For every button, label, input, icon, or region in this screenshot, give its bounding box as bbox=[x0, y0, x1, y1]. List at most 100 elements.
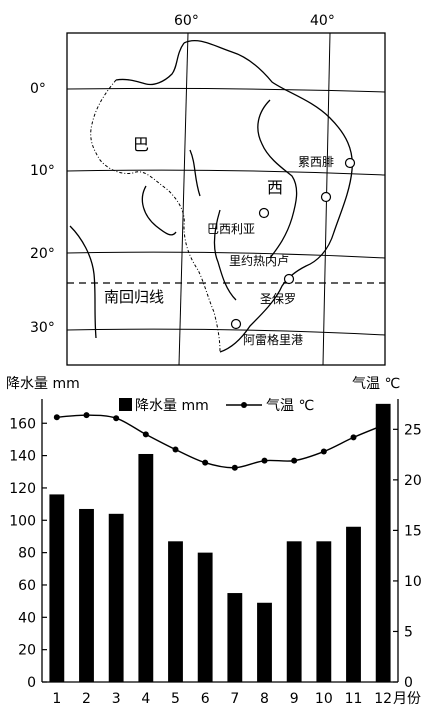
city-dot-porto-alegre bbox=[230, 318, 242, 330]
lat-label-20: 20° bbox=[30, 246, 55, 262]
city-label-sao-paulo: 圣保罗 bbox=[260, 292, 296, 306]
y-axis-left-ticks: 0 20 40 60 80 100 120 140 160 bbox=[9, 416, 47, 691]
x-tick-label: 4 bbox=[141, 691, 150, 707]
map-frame bbox=[66, 32, 386, 366]
region-label-ba: 巴 bbox=[133, 135, 149, 154]
precipitation-bar bbox=[316, 541, 332, 682]
lon-label-60: 60° bbox=[174, 13, 199, 29]
x-tick-label: 5 bbox=[171, 691, 180, 707]
x-tick-label: 6 bbox=[201, 691, 210, 707]
legend-temp-label: 气温 ℃ bbox=[266, 398, 314, 414]
temperature-point bbox=[113, 415, 120, 422]
y-left-tick-label: 80 bbox=[18, 546, 36, 562]
y-right-tick-label: 15 bbox=[404, 523, 422, 539]
temperature-point bbox=[172, 446, 179, 453]
city-label-brasilia: 巴西利亚 bbox=[207, 222, 255, 236]
legend: 降水量 mm 气温 ℃ bbox=[119, 398, 314, 414]
river-west bbox=[141, 185, 177, 236]
precipitation-bar bbox=[79, 508, 94, 682]
y-axis-left-label: 降水量 mm bbox=[6, 376, 80, 392]
precipitation-bar bbox=[168, 541, 183, 682]
y-left-tick-label: 140 bbox=[9, 449, 36, 465]
lat-label-10: 10° bbox=[30, 163, 55, 179]
x-axis-ticks: 1 2 3 4 5 6 7 8 9 10 11 12 bbox=[52, 691, 392, 707]
legend-precip-label: 降水量 mm bbox=[135, 398, 209, 414]
y-left-tick-label: 60 bbox=[18, 578, 36, 594]
map-graticule bbox=[66, 32, 386, 366]
precipitation-bar bbox=[346, 526, 361, 682]
y-right-tick-label: 25 bbox=[404, 422, 422, 438]
x-tick-label: 1 bbox=[52, 691, 61, 707]
precipitation-bars bbox=[49, 403, 391, 682]
legend-bar-swatch bbox=[119, 398, 132, 411]
lat-label-30: 30° bbox=[30, 320, 55, 336]
y-left-tick-label: 160 bbox=[9, 416, 36, 432]
precipitation-bar bbox=[227, 593, 243, 682]
x-tick-label: 8 bbox=[260, 691, 269, 707]
x-tick-label: 3 bbox=[112, 691, 121, 707]
river-east bbox=[257, 99, 298, 259]
y-left-tick-label: 20 bbox=[18, 643, 36, 659]
parallel-30 bbox=[66, 328, 386, 336]
city-dot-salvador bbox=[320, 191, 332, 203]
temperature-point bbox=[380, 422, 387, 429]
legend-temp-dot bbox=[241, 402, 247, 408]
precipitation-bar bbox=[197, 552, 213, 682]
coast-north bbox=[115, 42, 185, 86]
city-dot-brasilia bbox=[258, 207, 270, 219]
temperature-line bbox=[56, 414, 384, 469]
temperature-point bbox=[53, 414, 60, 421]
y-left-tick-label: 120 bbox=[9, 481, 36, 497]
precipitation-bar bbox=[138, 453, 154, 682]
x-axis-unit-label: 月份 bbox=[393, 691, 421, 707]
precipitation-bar bbox=[257, 602, 272, 682]
x-tick-label: 7 bbox=[230, 691, 239, 707]
tropic-label: 南回归线 bbox=[104, 288, 164, 306]
precipitation-bar bbox=[375, 403, 391, 682]
city-label-recife: 累西腓 bbox=[298, 154, 334, 169]
y-right-tick-label: 5 bbox=[404, 624, 413, 640]
temperature-point bbox=[231, 464, 238, 471]
temperature-series bbox=[53, 412, 387, 471]
y-right-tick-label: 10 bbox=[404, 574, 422, 590]
river-central bbox=[189, 149, 201, 197]
y-right-tick-label: 20 bbox=[404, 473, 422, 489]
brazil-border bbox=[90, 79, 221, 353]
city-label-porto-alegre: 阿雷格里港 bbox=[243, 332, 303, 347]
x-tick-label: 9 bbox=[290, 691, 299, 707]
x-tick-label: 11 bbox=[345, 691, 363, 707]
river-southwest bbox=[69, 225, 97, 339]
region-label-xi: 西 bbox=[267, 178, 283, 197]
y-axis-right-ticks: 0 5 10 15 20 25 bbox=[393, 422, 422, 691]
city-label-rio: 里约热内卢 bbox=[229, 253, 289, 268]
precipitation-bar bbox=[49, 494, 65, 682]
temperature-point bbox=[202, 459, 209, 466]
city-dot-rio bbox=[283, 273, 295, 285]
y-axis-right-label: 气温 ℃ bbox=[352, 376, 400, 392]
temperature-point bbox=[291, 457, 298, 464]
city-dot-recife bbox=[344, 157, 356, 169]
precipitation-bar bbox=[286, 541, 302, 682]
map: 60° 40° 0° 10° 20° 30° 巴 西 南回归线 累西腓 巴西利亚… bbox=[30, 13, 386, 366]
parallel-0 bbox=[66, 87, 386, 93]
x-tick-label: 2 bbox=[82, 691, 91, 707]
temperature-point bbox=[261, 457, 268, 464]
x-tick-label: 12 bbox=[374, 691, 392, 707]
parallel-10 bbox=[66, 169, 386, 176]
meridian-60 bbox=[178, 32, 189, 366]
temperature-point bbox=[142, 431, 149, 438]
parallel-20 bbox=[66, 251, 386, 259]
temperature-point bbox=[350, 434, 357, 441]
y-left-tick-label: 100 bbox=[9, 513, 36, 529]
x-tick-label: 10 bbox=[315, 691, 333, 707]
y-right-tick-label: 0 bbox=[404, 675, 413, 691]
lon-label-40: 40° bbox=[310, 13, 335, 29]
climate-chart: 降水量 mm 气温 ℃ 月份 降水量 mm 气温 ℃ 0204060801001… bbox=[6, 376, 422, 707]
lat-label-0: 0° bbox=[30, 81, 46, 97]
temperature-point bbox=[320, 448, 327, 455]
brazil-coastline bbox=[183, 39, 353, 353]
river-south bbox=[213, 209, 237, 301]
y-left-tick-label: 0 bbox=[27, 675, 36, 691]
temperature-point bbox=[83, 412, 90, 419]
